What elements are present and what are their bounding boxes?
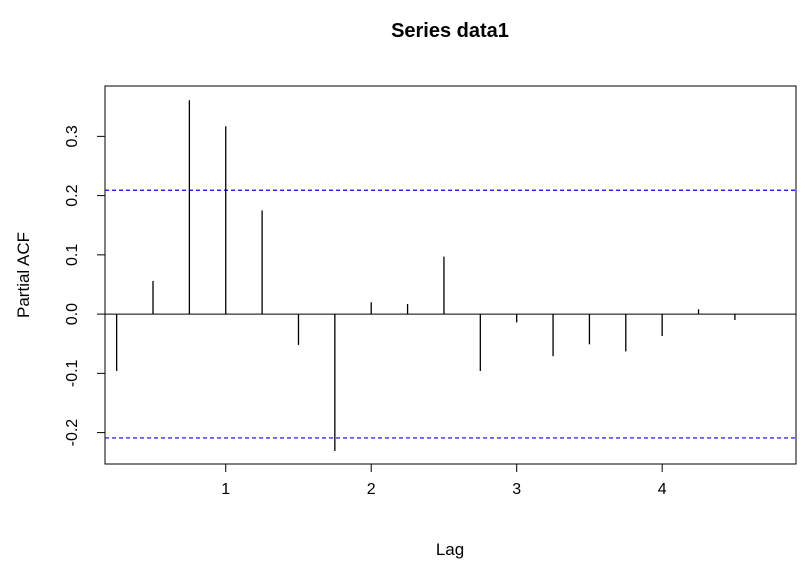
x-axis-label: Lag <box>436 540 464 559</box>
y-axis-label: Partial ACF <box>14 232 33 318</box>
x-tick-label: 3 <box>512 481 521 498</box>
y-tick-label: 0.2 <box>64 184 81 206</box>
y-tick-label: -0.2 <box>64 419 81 447</box>
x-tick-label: 2 <box>367 481 376 498</box>
plot-frame <box>104 85 797 465</box>
chart-title: Series data1 <box>391 20 509 42</box>
y-tick-label: 0.3 <box>64 125 81 147</box>
y-tick-label: 0.1 <box>64 244 81 266</box>
x-tick-label: 1 <box>221 481 230 498</box>
y-tick-label: 0.0 <box>64 303 81 325</box>
plot-area: 1 2 3 4 -0.2 -0.1 0.0 0.1 0.2 0.3 <box>64 85 797 498</box>
y-tick-label: -0.1 <box>64 359 81 387</box>
x-tick-label: 4 <box>658 481 667 498</box>
